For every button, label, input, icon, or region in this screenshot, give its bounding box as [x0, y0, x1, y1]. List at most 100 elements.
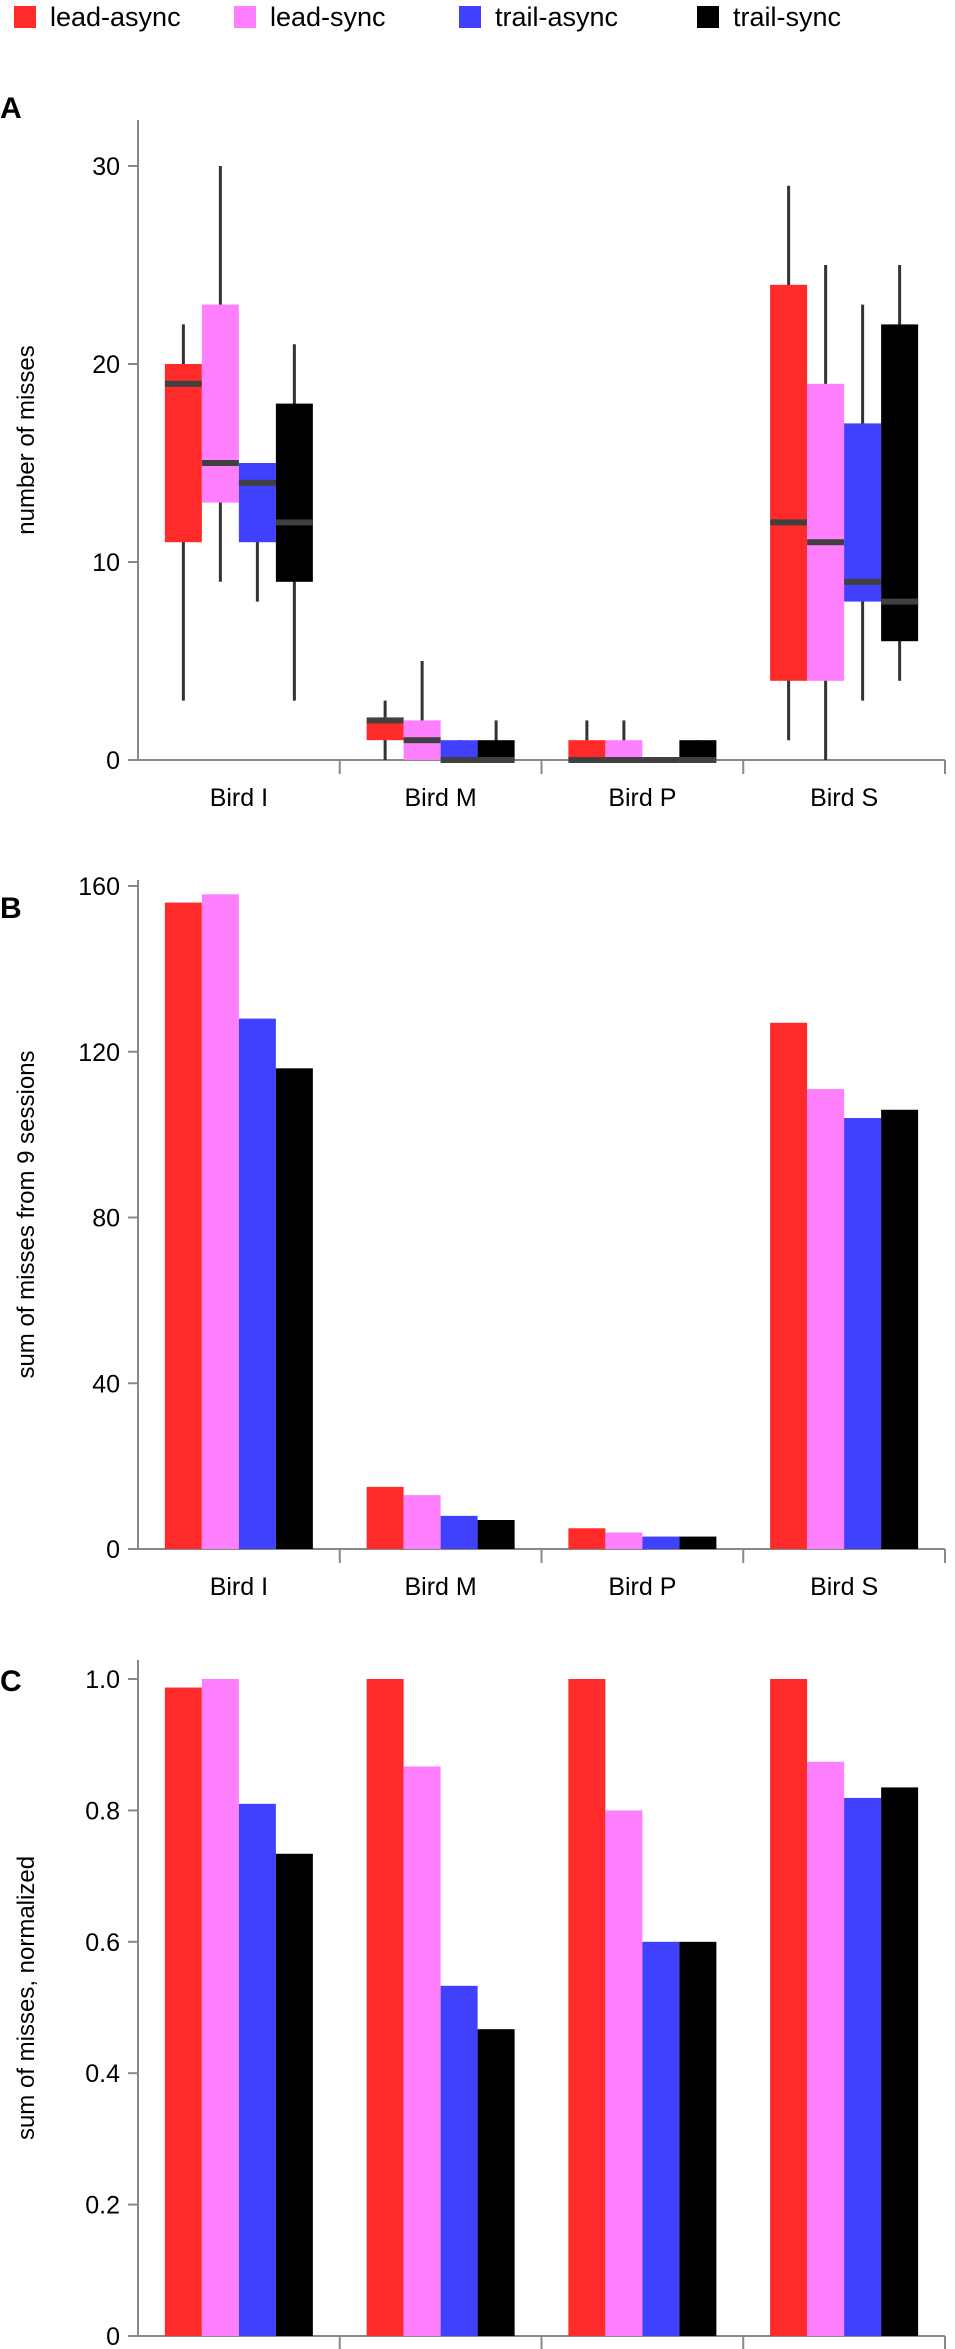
median-line [605, 757, 643, 763]
median-line [366, 717, 404, 724]
box [679, 740, 717, 760]
bar [642, 1941, 680, 2336]
x-tick-label: Bird S [810, 784, 878, 812]
legend-item-trail-sync: trail-sync [697, 2, 841, 32]
bar [477, 1519, 515, 1549]
y-tick-label: 80 [92, 1205, 120, 1233]
box [477, 740, 515, 760]
box [881, 324, 919, 642]
legend-item-lead-async: lead-async [14, 2, 181, 32]
bar [366, 1679, 404, 2336]
bar [568, 1528, 606, 1549]
box [201, 304, 239, 503]
box [366, 720, 404, 741]
bar [275, 1068, 313, 1549]
median-line [201, 460, 239, 466]
bar [605, 1532, 643, 1549]
bar [440, 1985, 478, 2336]
bar [201, 894, 239, 1549]
bar [477, 2029, 515, 2336]
box [568, 740, 606, 760]
y-tick-label: 0.8 [85, 1797, 120, 1825]
panel-label-a: A [0, 92, 22, 125]
legend-item-trail-async: trail-async [459, 2, 618, 32]
bar [679, 1941, 717, 2336]
median-line [807, 539, 845, 546]
bar [275, 1853, 313, 2336]
box [164, 364, 202, 543]
bar [366, 1486, 404, 1549]
box [807, 383, 845, 681]
median-line [275, 519, 313, 526]
bar [201, 1679, 239, 2336]
y-tick-label: 10 [92, 549, 120, 577]
bar [164, 1687, 202, 2336]
box [238, 463, 276, 543]
x-tick-label: Bird P [608, 784, 676, 812]
panel-c: C 0 0.2 0.4 0.6 0.8 1.0 sum of misses, normaliz… [0, 1660, 946, 2349]
panel-label-c: C [0, 1665, 22, 1698]
bar [807, 1761, 845, 2336]
median-line [844, 578, 882, 585]
y-tick-label: 160 [78, 873, 120, 901]
median-line [440, 757, 478, 763]
bar [440, 1515, 478, 1549]
legend-item-lead-sync: lead-sync [234, 2, 386, 32]
legend-swatch-lead-sync [234, 6, 256, 28]
bar [403, 1495, 441, 1549]
y-tick-label: 120 [78, 1039, 120, 1067]
legend-label-trail-async: trail-async [495, 1, 619, 32]
y-tick-label: 20 [92, 351, 120, 379]
legend-label-lead-sync: lead-sync [270, 1, 386, 32]
x-tick-label: Bird I [210, 1573, 268, 1601]
bar [403, 1766, 441, 2336]
x-tick-label: Bird I [210, 784, 268, 812]
x-tick-label: Bird P [608, 1573, 676, 1601]
x-tick-label: Bird M [405, 784, 477, 812]
y-tick-label: 1.0 [85, 1666, 120, 1694]
bar [238, 1018, 276, 1549]
y-axis-title: sum of misses from 9 sessions [13, 1050, 40, 1378]
y-tick-label: 0.6 [85, 1929, 120, 1957]
bar [568, 1679, 606, 2336]
box [605, 740, 643, 760]
median-line [403, 737, 441, 744]
bar [164, 902, 202, 1549]
y-tick-label: 0 [106, 2323, 120, 2349]
bar [679, 1536, 717, 1549]
box [770, 284, 808, 681]
bar [807, 1089, 845, 1549]
y-tick-label: 30 [92, 153, 120, 181]
legend-swatch-trail-sync [697, 6, 719, 28]
bar [844, 1797, 882, 2336]
median-line [881, 598, 919, 605]
y-axis-title: number of misses [13, 345, 40, 534]
bar [605, 1810, 643, 2336]
y-tick-label: 0.4 [85, 2060, 120, 2088]
box [440, 740, 478, 760]
median-line [238, 479, 276, 486]
legend-swatch-trail-async [459, 6, 481, 28]
panel-label-b: B [0, 892, 22, 925]
legend-swatch-lead-async [14, 6, 36, 28]
legend-label-lead-async: lead-async [50, 1, 181, 32]
legend-label-trail-sync: trail-sync [733, 1, 842, 32]
bar [881, 1787, 919, 2336]
legend: lead-async lead-sync trail-async trail-s… [0, 0, 955, 40]
bar [642, 1536, 680, 1549]
median-line [770, 519, 808, 526]
y-tick-label: 40 [92, 1370, 120, 1398]
median-line [568, 757, 606, 763]
median-line [642, 757, 680, 763]
y-axis-title: sum of misses, normalized [13, 1856, 40, 2140]
y-tick-label: 0 [106, 747, 120, 775]
median-line [679, 757, 717, 763]
bar [770, 1022, 808, 1549]
bar [770, 1679, 808, 2336]
x-tick-label: Bird S [810, 1573, 878, 1601]
median-line [477, 757, 515, 763]
box [275, 403, 313, 582]
bar [881, 1109, 919, 1549]
bar [238, 1803, 276, 2336]
